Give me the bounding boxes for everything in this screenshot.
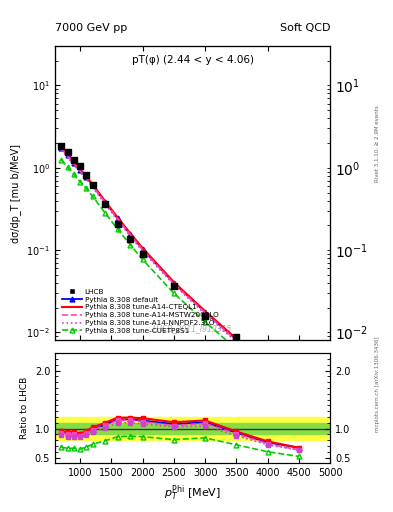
Point [127, 236, 133, 244]
Point [171, 282, 177, 290]
Point [102, 200, 108, 208]
Point [264, 353, 271, 361]
Y-axis label: dσ/dp_T [mu b/MeV]: dσ/dp_T [mu b/MeV] [10, 144, 21, 243]
Y-axis label: Ratio to LHCB: Ratio to LHCB [20, 377, 29, 439]
Text: Soft QCD: Soft QCD [280, 23, 330, 33]
Bar [55, 423, 330, 434]
Point [64, 148, 71, 156]
X-axis label: $p_T^{\rm Phi}$ [MeV]: $p_T^{\rm Phi}$ [MeV] [164, 484, 221, 503]
Bar [55, 417, 330, 440]
Point [71, 156, 77, 164]
Text: Rivet 3.1.10, ≥ 2.9M events: Rivet 3.1.10, ≥ 2.9M events [375, 105, 380, 182]
Point [83, 171, 90, 179]
Text: mcplots.cern.ch [arXiv:1306.3436]: mcplots.cern.ch [arXiv:1306.3436] [375, 336, 380, 432]
Text: LHCB_2011_I919315: LHCB_2011_I919315 [153, 324, 232, 333]
Point [89, 181, 95, 189]
Text: pT(φ) (2.44 < y < 4.06): pT(φ) (2.44 < y < 4.06) [132, 55, 253, 65]
Text: 7000 GeV pp: 7000 GeV pp [55, 23, 127, 33]
Point [114, 220, 121, 228]
Point [140, 250, 146, 258]
Point [296, 375, 302, 383]
Legend: LHCB, Pythia 8.308 default, Pythia 8.308 tune-A14-CTEQL1, Pythia 8.308 tune-A14-: LHCB, Pythia 8.308 default, Pythia 8.308… [59, 286, 221, 337]
Point [202, 312, 208, 320]
Point [233, 333, 239, 341]
Point [58, 142, 64, 150]
Point [77, 162, 83, 170]
